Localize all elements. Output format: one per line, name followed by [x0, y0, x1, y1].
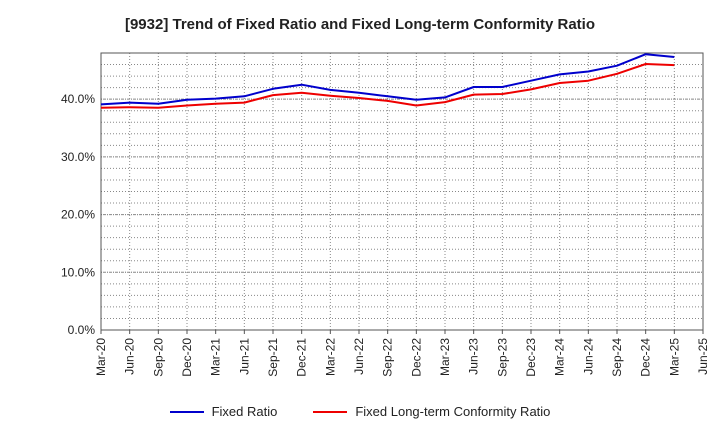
x-tick-label: Mar-24: [553, 338, 567, 376]
x-tick-label: Dec-20: [180, 338, 194, 377]
legend-label-fixed-ratio: Fixed Ratio: [211, 404, 278, 419]
x-tick-label: Mar-25: [667, 338, 681, 376]
x-tick-label: Mar-21: [209, 338, 223, 376]
y-tick-label: 30.0%: [61, 150, 95, 164]
x-tick-label: Sep-23: [495, 338, 509, 377]
legend-item-fixed-long-term-conformity-ratio: Fixed Long-term Conformity Ratio: [313, 404, 550, 419]
x-tick-label: Mar-20: [94, 338, 108, 376]
x-tick-label: Dec-23: [524, 338, 538, 377]
x-tick-label: Jun-23: [467, 338, 481, 375]
x-tick-label: Jun-20: [123, 338, 137, 375]
chart-title: [9932] Trend of Fixed Ratio and Fixed Lo…: [124, 16, 596, 33]
x-tick-label: Dec-21: [295, 338, 309, 377]
series-line-fixed-long-term-conformity-ratio: [100, 63, 675, 109]
x-tick-label: Mar-23: [438, 338, 452, 376]
y-tick-label: 40.0%: [61, 92, 95, 106]
y-tick-label: 10.0%: [61, 265, 95, 279]
x-tick-label: Sep-22: [381, 338, 395, 377]
line-chart: 0.0% 10.0% 20.0% 30.0% 40.0% Mar-20 Jun-20 Sep-…: [61, 52, 710, 377]
series-line-fixed-ratio: [100, 53, 675, 106]
y-tick-label: 0.0%: [68, 323, 96, 337]
legend-swatch-fixed-ratio: [169, 410, 204, 413]
plot-frame: [100, 52, 704, 331]
x-tick-label: Sep-20: [151, 338, 165, 377]
x-tick-label: Sep-24: [610, 338, 624, 377]
x-tick-label: Jun-21: [237, 338, 251, 375]
x-tick-label: Mar-22: [323, 338, 337, 376]
legend-label-fixed-long-term-conformity-ratio: Fixed Long-term Conformity Ratio: [355, 404, 551, 419]
x-tick-label: Sep-21: [266, 338, 280, 377]
y-tick-label: 20.0%: [61, 208, 95, 222]
x-tick-label: Jun-22: [352, 338, 366, 375]
x-tick-label: Dec-24: [639, 338, 653, 377]
x-tick-label: Dec-22: [409, 338, 423, 377]
legend-item-fixed-ratio: Fixed Ratio: [169, 404, 278, 419]
chart-legend: Fixed Ratio Fixed Long-term Conformity R…: [0, 404, 720, 419]
x-tick-label: Jun-25: [696, 338, 710, 375]
legend-swatch-fixed-long-term-conformity-ratio: [313, 410, 348, 413]
x-tick-label: Jun-24: [581, 338, 595, 375]
